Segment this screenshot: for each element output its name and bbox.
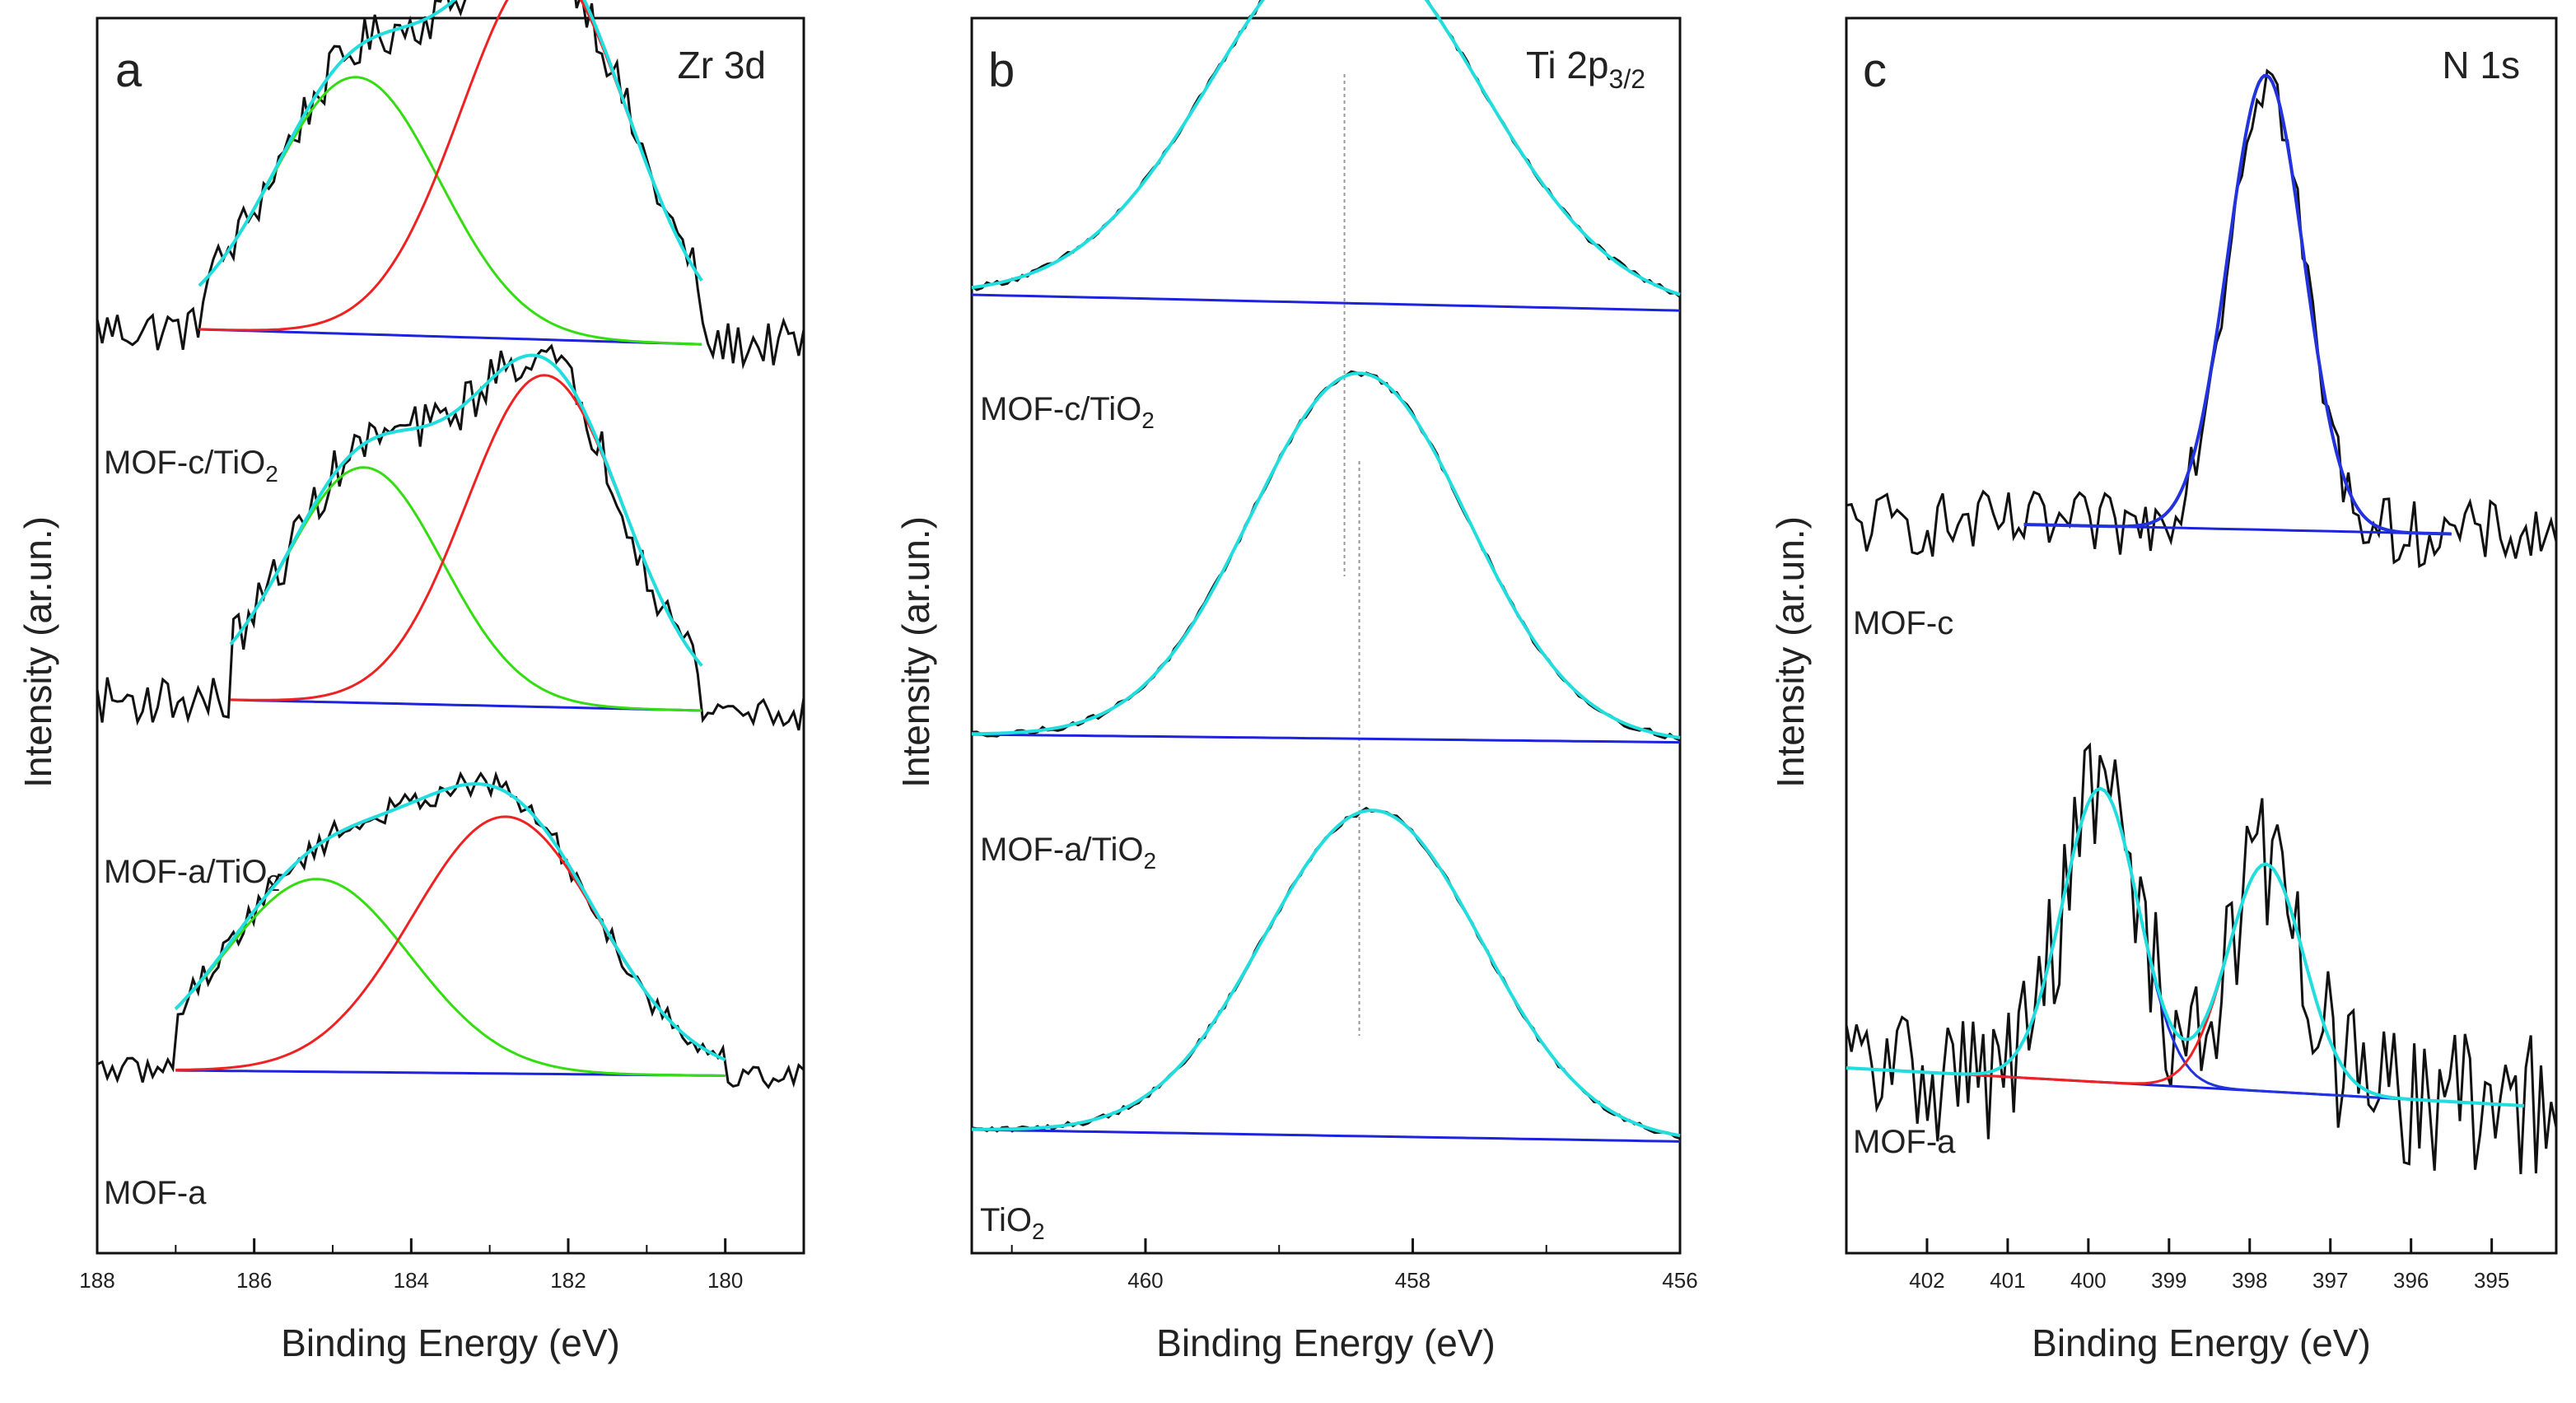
component-peak-line xyxy=(2023,73,2452,535)
raw-data-line xyxy=(1846,68,2558,568)
background-line xyxy=(971,733,1681,744)
component-peak-line xyxy=(198,76,702,346)
x-tick-label: 402 xyxy=(1909,1268,1944,1293)
sample-label: TiO2 xyxy=(980,1202,1045,1244)
x-tick-label: 182 xyxy=(550,1268,586,1293)
x-tick-label: 184 xyxy=(394,1268,429,1293)
x-tick-label: 396 xyxy=(2393,1268,2429,1293)
component-peak-line xyxy=(1846,787,2524,1107)
plot-frame xyxy=(970,16,1682,1255)
component-peak-line xyxy=(175,878,726,1077)
sample-label: MOF-a/TiO2 xyxy=(980,832,1156,874)
x-tick-label: 401 xyxy=(1990,1268,2025,1293)
fit-envelope-line xyxy=(1846,786,2524,1107)
plot-frame xyxy=(1845,16,2558,1255)
background-line xyxy=(971,1128,1681,1143)
panel-letter: b xyxy=(988,44,1015,97)
fit-envelope-line xyxy=(971,0,1681,296)
panel-title: N 1s xyxy=(2442,44,2520,86)
raw-data-line xyxy=(96,343,805,731)
sample-label: MOF-a xyxy=(1853,1124,1956,1160)
background-line xyxy=(198,328,702,346)
fit-envelope-line xyxy=(174,782,726,1061)
x-axis-label: Binding Energy (eV) xyxy=(2032,1321,2371,1364)
component-peak-line xyxy=(972,371,1681,739)
fit-envelope-line xyxy=(198,0,703,287)
raw-data-line xyxy=(1845,742,2558,1175)
x-tick-label: 186 xyxy=(236,1268,272,1293)
panel-b: 460 458 456 Binding Energy (eV) Intensity (a… xyxy=(894,0,1698,1364)
raw-data-line xyxy=(96,771,805,1090)
y-axis-label: Intensity (ar.un.) xyxy=(16,516,59,788)
panel-title: Zr 3d xyxy=(678,44,766,86)
panel-letter: a xyxy=(115,44,142,97)
x-tick-label: 400 xyxy=(2070,1268,2106,1293)
x-tick-label: 180 xyxy=(707,1268,743,1293)
sample-label: MOF-a/TiO2 xyxy=(104,854,280,896)
x-tick-label: 460 xyxy=(1127,1268,1163,1293)
x-tick-label: 397 xyxy=(2312,1268,2348,1293)
y-axis-label: Intensity (ar.un.) xyxy=(894,516,937,788)
component-peak-line xyxy=(229,466,702,712)
x-tick-label: 395 xyxy=(2474,1268,2509,1293)
background-line xyxy=(971,293,1681,312)
fit-envelope-line xyxy=(2023,73,2452,536)
fit-envelope-line xyxy=(972,371,1681,739)
sample-label: MOF-c/TiO2 xyxy=(980,391,1155,433)
panel-c: 402 401 400 399 398 397 396 395 Binding Energy (… xyxy=(1769,16,2558,1364)
x-tick-label: 398 xyxy=(2232,1268,2267,1293)
fit-envelope-line xyxy=(972,809,1681,1138)
panel-letter: c xyxy=(1863,44,1887,97)
component-peak-line xyxy=(198,0,703,332)
x-tick-label: 456 xyxy=(1662,1268,1697,1293)
sample-label: MOF-c/TiO2 xyxy=(104,445,278,487)
plot-frame xyxy=(96,16,805,1255)
x-tick-label: 399 xyxy=(2151,1268,2186,1293)
x-axis-label: Binding Energy (eV) xyxy=(1156,1321,1496,1364)
sample-label: MOF-c xyxy=(1853,605,1953,641)
y-axis-label: Intensity (ar.un.) xyxy=(1769,516,1812,788)
x-tick-label: 458 xyxy=(1395,1268,1430,1293)
panel-title: Ti 2p3/2 xyxy=(1526,44,1645,94)
x-tick-label: 188 xyxy=(79,1268,114,1293)
sample-label: MOF-a xyxy=(104,1175,207,1211)
x-axis-label: Binding Energy (eV) xyxy=(281,1321,620,1364)
fit-envelope-line xyxy=(229,353,703,667)
panel-a: 188 186 184 182 180 Binding Energy (eV) Intens… xyxy=(16,0,805,1364)
